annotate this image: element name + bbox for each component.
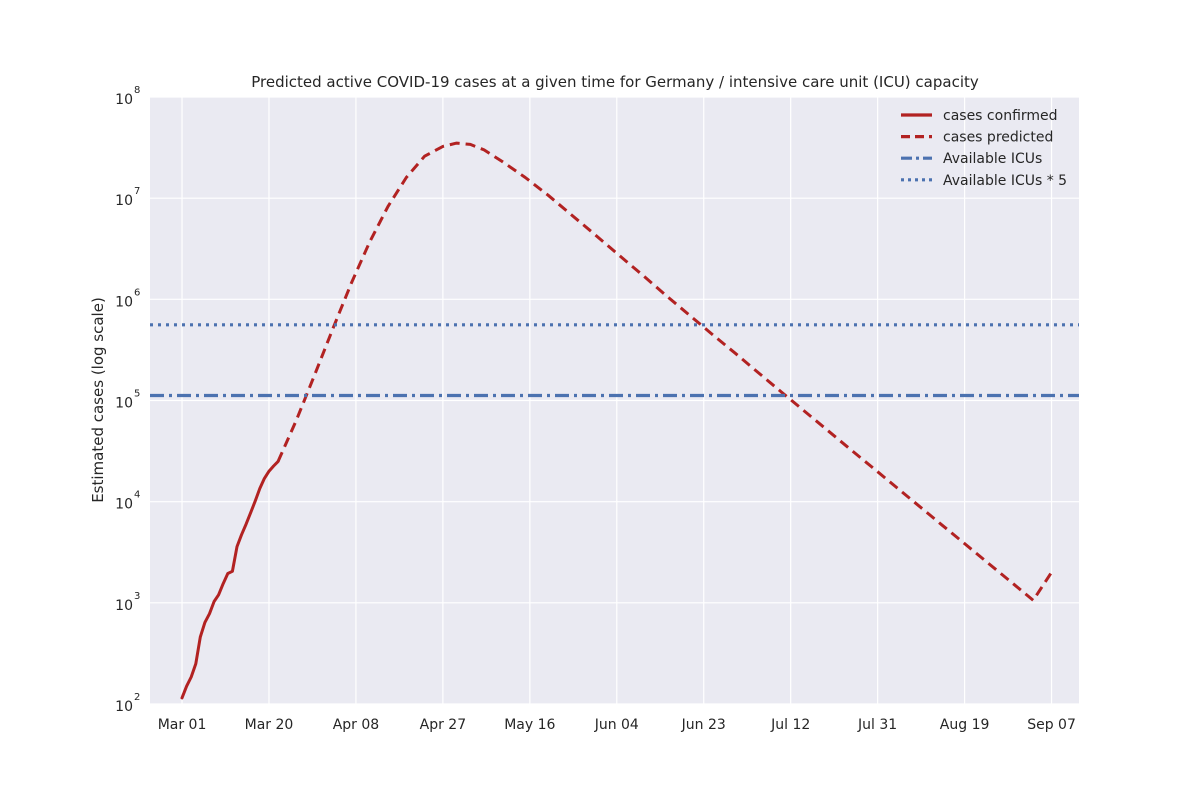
x-tick-label: May 16	[504, 717, 555, 733]
y-tick-base: 10	[115, 598, 133, 614]
y-tick-label: 10	[115, 396, 133, 412]
grid	[150, 96, 1079, 705]
y-tick-exponent: 7	[134, 186, 140, 197]
y-tick-label: 10	[115, 497, 133, 513]
y-tick-label: 10	[115, 92, 133, 108]
x-tick-label: Mar 01	[158, 717, 207, 733]
x-tick-label: Jul 12	[770, 717, 810, 733]
x-tick-labels: Mar 01 Mar 20 Apr 08 Apr 27 May 16 Jun 04 Jun …	[158, 717, 1076, 733]
y-tick-label: 10	[115, 699, 133, 715]
legend-label: cases confirmed	[943, 108, 1058, 124]
y-tick-exponent: 2	[134, 692, 140, 703]
y-tick-base: 10	[115, 193, 133, 209]
series-cases-confirmed	[180, 459, 280, 700]
x-tick-label: Apr 27	[420, 717, 466, 733]
y-tick-exponent: 6	[134, 287, 140, 298]
series-cases-predicted	[276, 141, 1053, 602]
legend-label: cases predicted	[943, 130, 1053, 146]
x-tick-label: Jul 31	[857, 717, 897, 733]
x-tick-label: Mar 20	[245, 717, 294, 733]
y-tick-base: 10	[115, 396, 133, 412]
series-layer	[150, 141, 1079, 700]
y-tick-exponent: 8	[134, 85, 140, 96]
x-tick-label: Sep 07	[1027, 717, 1076, 733]
legend-label: Available ICUs	[943, 151, 1042, 167]
y-tick-label: 10	[115, 598, 133, 614]
x-tick-label: Aug 19	[940, 717, 990, 733]
y-tick-base: 10	[115, 92, 133, 108]
y-tick-label: 10	[115, 294, 133, 310]
y-tick-exponent: 4	[134, 490, 140, 501]
x-tick-label: Apr 08	[333, 717, 379, 733]
y-axis-title: Estimated cases (log scale)	[89, 297, 107, 503]
y-tick-exponent: 3	[134, 591, 140, 602]
legend: cases confirmed cases predicted Available …	[901, 108, 1067, 189]
y-tick-base: 10	[115, 699, 133, 715]
y-tick-base: 10	[115, 497, 133, 513]
legend-label: Available ICUs * 5	[943, 173, 1067, 189]
x-tick-label: Jun 23	[681, 717, 726, 733]
y-tick-label: 10	[115, 193, 133, 209]
x-tick-label: Jun 04	[594, 717, 639, 733]
y-tick-base: 10	[115, 294, 133, 310]
y-tick-exponent: 5	[134, 389, 140, 400]
chart-title: Predicted active COVID-19 cases at a giv…	[251, 73, 979, 91]
